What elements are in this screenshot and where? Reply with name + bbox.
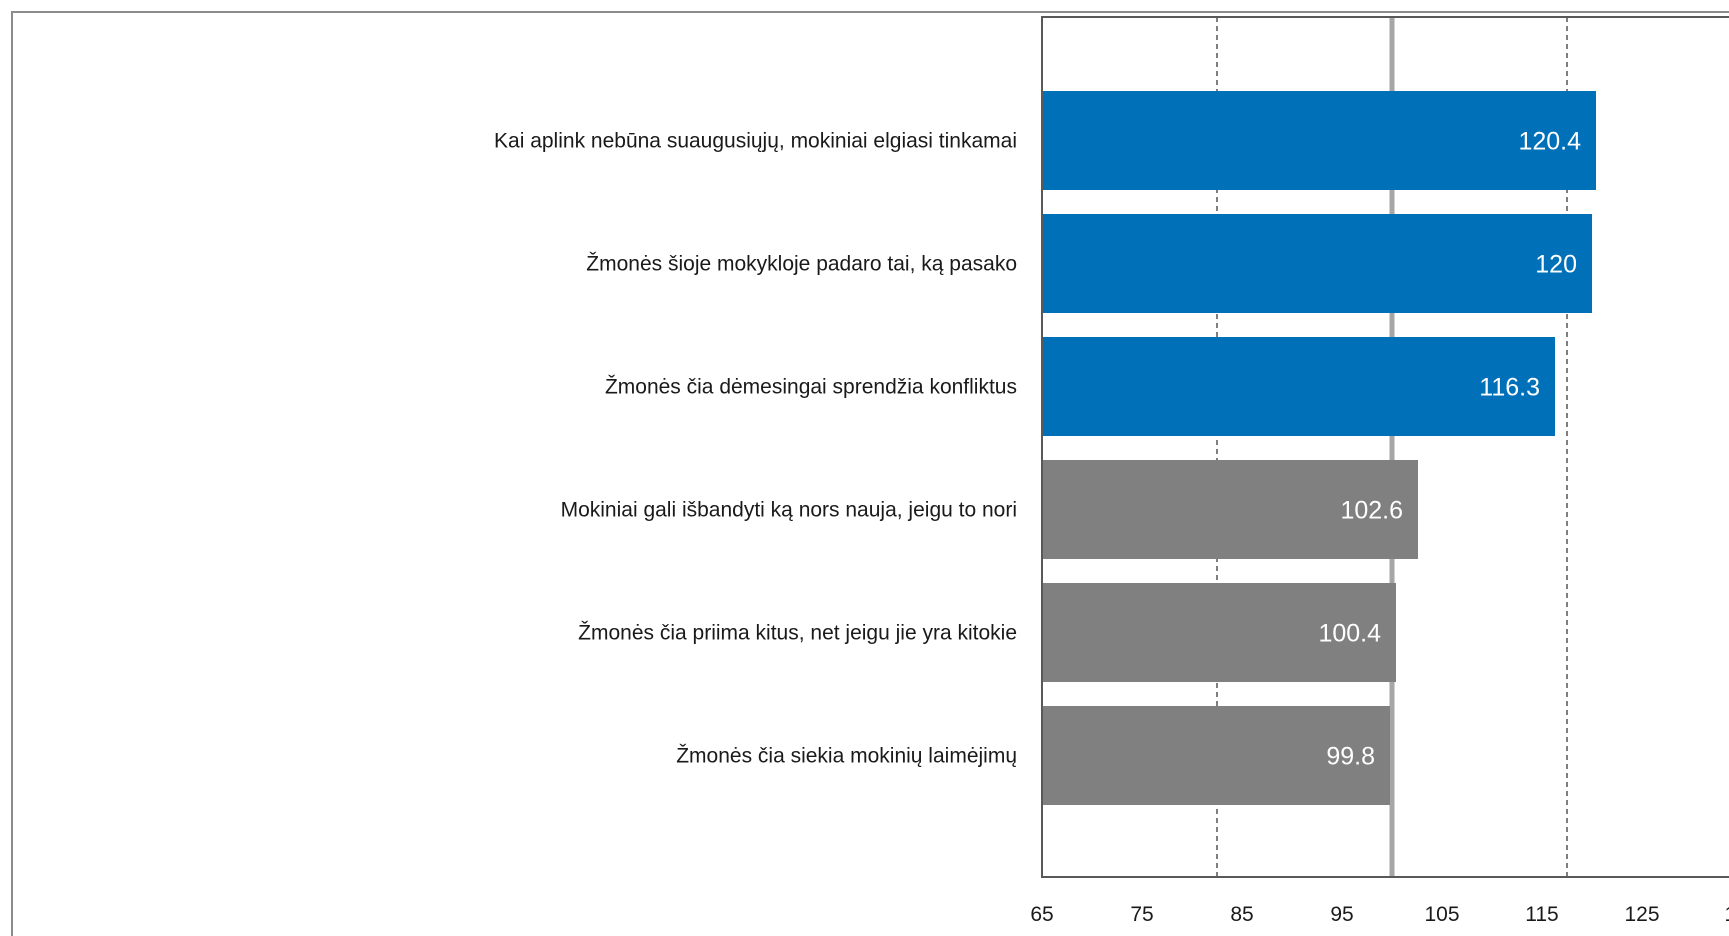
category-label: Mokiniai gali išbandyti ką nors nauja, j… bbox=[561, 499, 1017, 522]
bar bbox=[1042, 337, 1555, 436]
x-axis-ticks: 65 75 85 95 105 115 125 135 bbox=[1030, 903, 1729, 926]
bar bbox=[1042, 706, 1390, 805]
x-tick-label: 75 bbox=[1130, 903, 1153, 926]
bar bbox=[1042, 460, 1418, 559]
x-tick-label: 135 bbox=[1724, 903, 1729, 926]
data-label: 120 bbox=[1535, 251, 1577, 279]
bars: 120.4 120 116.3 102.6 100.4 99.8 bbox=[1042, 91, 1596, 805]
outer-frame bbox=[11, 11, 1729, 936]
data-label: 100.4 bbox=[1318, 620, 1381, 648]
category-label: Kai aplink nebūna suaugusiųjų, mokiniai … bbox=[494, 130, 1017, 153]
bar bbox=[1042, 214, 1592, 313]
x-tick-label: 65 bbox=[1030, 903, 1053, 926]
category-label: Žmonės šioje mokykloje padaro tai, ką pa… bbox=[586, 253, 1017, 276]
category-labels: Kai aplink nebūna suaugusiųjų, mokiniai … bbox=[494, 130, 1017, 768]
bar bbox=[1042, 91, 1596, 190]
x-tick-label: 105 bbox=[1424, 903, 1459, 926]
category-label: Žmonės čia siekia mokinių laimėjimų bbox=[676, 745, 1017, 768]
data-label: 116.3 bbox=[1479, 374, 1540, 402]
bar bbox=[1042, 583, 1396, 682]
x-tick-label: 85 bbox=[1230, 903, 1253, 926]
data-label: 99.8 bbox=[1326, 743, 1375, 771]
data-label: 102.6 bbox=[1340, 497, 1403, 525]
x-tick-label: 125 bbox=[1624, 903, 1659, 926]
plot-area-border bbox=[1041, 16, 1729, 878]
x-tick-label: 95 bbox=[1330, 903, 1353, 926]
x-tick-label: 115 bbox=[1525, 903, 1558, 926]
data-label: 120.4 bbox=[1518, 128, 1581, 156]
category-label: Žmonės čia dėmesingai sprendžia konflikt… bbox=[605, 376, 1017, 399]
category-label: Žmonės čia priima kitus, net jeigu jie y… bbox=[578, 622, 1017, 645]
